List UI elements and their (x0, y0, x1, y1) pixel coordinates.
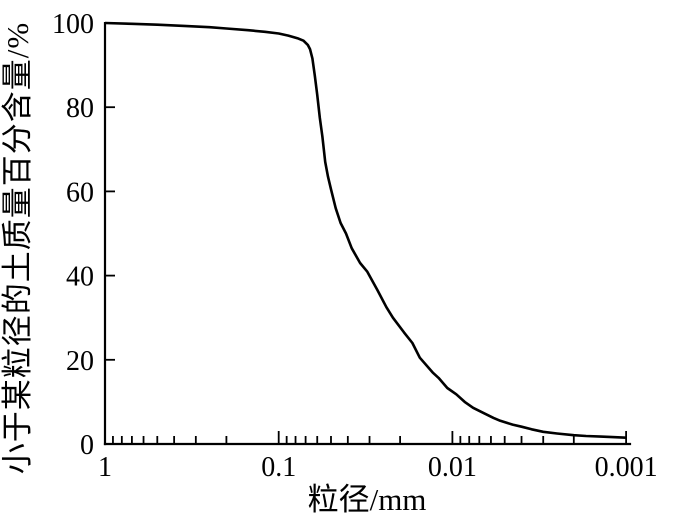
y-tick-label: 40 (66, 262, 94, 293)
y-tick-label: 0 (80, 430, 94, 461)
y-axis-title: 小于某粒径的土质量百分含量/% (0, 22, 35, 474)
x-tick-label: 0.01 (428, 452, 477, 483)
y-tick-label: 80 (66, 93, 94, 124)
x-axis-title: 粒径/mm (308, 482, 427, 517)
x-tick-label: 0.001 (595, 452, 658, 483)
y-axis-ticks (105, 22, 115, 445)
distribution-curve-series (104, 21, 627, 439)
y-tick-label: 60 (66, 177, 94, 208)
y-axis-tick-labels: 0 20 40 60 80 100 (52, 9, 94, 461)
x-axis-ticks (104, 431, 627, 444)
x-axis-tick-labels: 1 0.1 0.01 0.001 (98, 452, 658, 483)
x-tick-label: 1 (98, 452, 112, 483)
x-tick-label: 0.1 (261, 452, 296, 483)
grain-size-distribution-curve (104, 21, 627, 439)
y-tick-label: 20 (66, 346, 94, 377)
y-tick-label: 100 (52, 9, 94, 40)
